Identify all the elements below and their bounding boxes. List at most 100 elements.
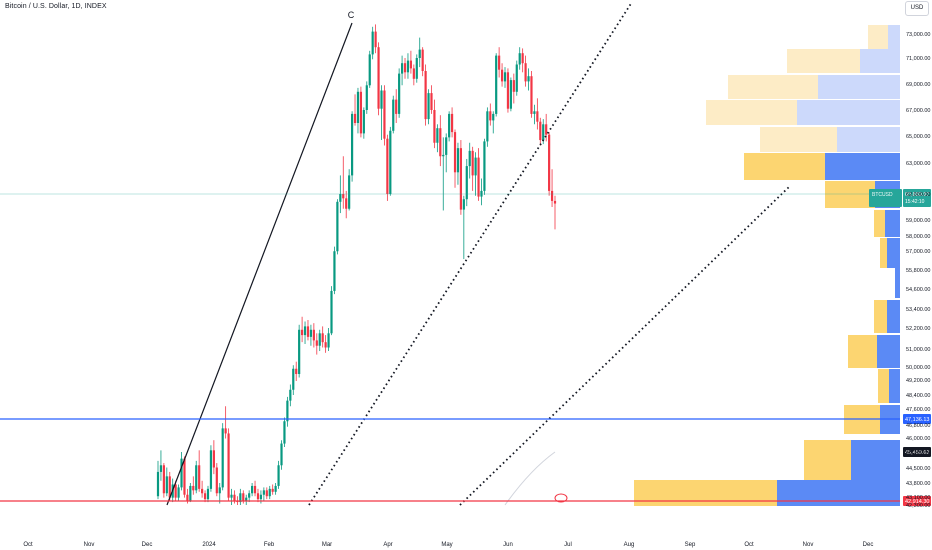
candle-body	[251, 485, 254, 494]
candle-body	[492, 113, 495, 121]
candle-body	[227, 433, 230, 498]
candle-body	[362, 110, 365, 134]
y-tick-label: 59,000.00	[906, 218, 930, 224]
candle-body	[468, 150, 471, 167]
vp-down-bar	[895, 268, 900, 298]
candle-body	[530, 76, 533, 114]
candle-body	[168, 476, 171, 498]
vp-down-bar	[818, 75, 900, 99]
candle-body	[486, 111, 489, 142]
candle-body	[474, 157, 477, 176]
vp-down-bar	[887, 238, 900, 268]
x-tick-label: 2024	[202, 542, 216, 548]
candle-body	[395, 99, 398, 114]
candle-body	[245, 497, 248, 501]
currency-button[interactable]: USD	[905, 1, 929, 16]
candle-body	[550, 190, 554, 201]
last-price-label: 60,889.97	[905, 192, 929, 198]
volume-profile	[634, 25, 900, 506]
candle-body	[409, 60, 413, 69]
vp-up-bar	[880, 238, 887, 268]
candle-body	[442, 154, 445, 157]
symbol-tag-label: BTCUSD	[872, 192, 893, 198]
candle-body	[198, 465, 201, 489]
vp-up-bar	[760, 127, 837, 152]
vp-up-bar	[825, 181, 875, 208]
candle-body	[421, 49, 424, 71]
candle-body	[533, 111, 536, 114]
wave-label: C	[348, 10, 355, 20]
candle-body	[303, 326, 307, 336]
y-tick-label: 44,500.00	[906, 466, 930, 472]
candle-body	[359, 91, 363, 134]
candle-body	[462, 199, 465, 210]
dotted-channel-lower	[459, 185, 791, 506]
level-label: 42,914.30	[905, 499, 929, 505]
vp-down-bar	[837, 127, 900, 152]
chart-title: Bitcoin / U.S. Dollar, 1D, INDEX	[5, 3, 107, 10]
candle-body	[162, 465, 165, 494]
vp-up-bar	[744, 153, 825, 180]
candle-body	[542, 124, 545, 141]
wave-line	[166, 22, 353, 506]
candle-body	[306, 326, 310, 337]
candle-body	[192, 485, 195, 491]
y-tick-label: 73,000.00	[906, 32, 930, 38]
candle-body	[289, 389, 292, 401]
x-tick-label: Dec	[863, 542, 874, 548]
vp-up-bar	[706, 100, 797, 125]
candle-body	[259, 494, 263, 500]
vp-down-bar	[851, 440, 900, 480]
candle-body	[498, 55, 501, 70]
candle-body	[424, 71, 427, 120]
candle-body	[456, 148, 460, 173]
projection-curve	[504, 451, 556, 506]
x-tick-label: Apr	[383, 542, 392, 548]
vp-down-bar	[889, 369, 900, 403]
candle-body	[509, 80, 512, 109]
time-axis[interactable]: Oct Nov Dec 2024 Feb Mar Apr May Jun Jul Aug Sep Oct…	[23, 542, 873, 548]
candle-body	[527, 76, 530, 82]
x-tick-label: Sep	[685, 542, 696, 548]
candle-body	[471, 150, 474, 176]
candle-body	[412, 68, 415, 79]
candle-body	[212, 450, 215, 468]
vp-down-bar	[777, 480, 900, 506]
marker-icon[interactable]	[554, 493, 568, 503]
candle-body	[177, 487, 180, 498]
vp-down-bar	[797, 100, 900, 125]
vp-up-bar	[874, 300, 887, 333]
x-tick-label: Jul	[564, 542, 572, 548]
candle-body	[156, 471, 160, 497]
price-axis[interactable]: 73,000.00 71,000.00 69,000.00 67,000.00 65,0…	[906, 32, 930, 509]
candle-body	[277, 465, 280, 486]
x-tick-label: Feb	[264, 542, 275, 548]
candle-body	[183, 458, 186, 495]
candle-body	[195, 465, 198, 491]
candle-body	[348, 175, 351, 209]
candle-body	[271, 488, 274, 492]
x-tick-label: Dec	[142, 542, 153, 548]
candle-body	[453, 132, 457, 173]
y-tick-label: 47,600.00	[906, 407, 930, 413]
candle-body	[336, 201, 339, 252]
candle-body	[189, 485, 192, 501]
y-tick-label: 57,000.00	[906, 249, 930, 255]
candle-body	[242, 493, 245, 501]
vp-up-bar	[804, 440, 851, 480]
symbol-tag	[869, 189, 902, 207]
candle-body	[186, 494, 189, 501]
candle-body	[292, 368, 295, 390]
x-tick-label: Nov	[803, 542, 814, 548]
candle-body	[159, 465, 163, 472]
candle-body	[209, 450, 213, 489]
vp-down-bar	[860, 49, 900, 73]
countdown-label: 15:42:10	[905, 199, 925, 205]
y-tick-label: 42,300.00	[906, 503, 930, 509]
y-tick-label: 49,200.00	[906, 378, 930, 384]
y-tick-label: 71,000.00	[906, 56, 930, 62]
candle-body	[415, 58, 418, 79]
vp-down-bar	[885, 210, 900, 237]
candle-body	[389, 130, 392, 194]
